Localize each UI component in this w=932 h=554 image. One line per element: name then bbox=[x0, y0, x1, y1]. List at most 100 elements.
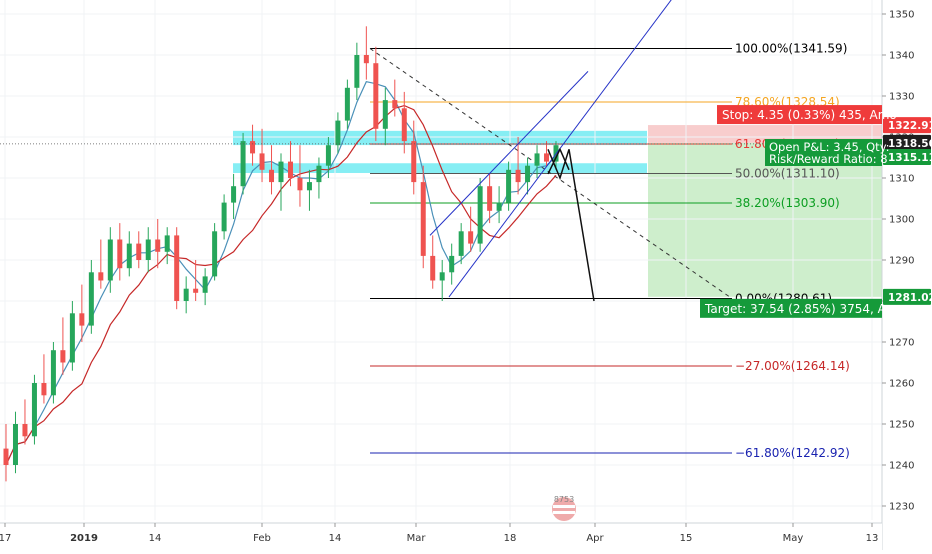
candle-body bbox=[240, 141, 246, 187]
candle-body bbox=[534, 153, 540, 166]
fib-label: −61.80%(1242.92) bbox=[735, 446, 850, 460]
price-badge-label: 1318.56 bbox=[888, 138, 932, 150]
watermark-stripe bbox=[553, 511, 575, 514]
stop-zone bbox=[648, 125, 882, 143]
candle-body bbox=[306, 182, 312, 191]
candle-body bbox=[50, 350, 56, 396]
price-tick-label: 1230 bbox=[889, 502, 914, 513]
candle-body bbox=[468, 231, 474, 244]
candle-body bbox=[392, 100, 398, 109]
candle-body bbox=[325, 145, 331, 166]
resistance-zone-upper bbox=[233, 130, 647, 146]
time-tick-label: 14 bbox=[149, 533, 162, 544]
time-tick-label: Feb bbox=[253, 533, 271, 544]
projection-zigzag[interactable] bbox=[547, 147, 570, 175]
target-label-box bbox=[700, 298, 882, 318]
candle-body bbox=[221, 202, 227, 232]
time-axis-bg bbox=[0, 523, 882, 550]
candle-body bbox=[525, 165, 531, 183]
candle-body bbox=[287, 161, 293, 178]
candle-body bbox=[496, 202, 502, 211]
watermark-flag-icon bbox=[552, 497, 576, 521]
price-tick-label: 1290 bbox=[889, 256, 914, 267]
time-tick-label: 14 bbox=[329, 533, 342, 544]
candle-body bbox=[117, 239, 123, 269]
price-tick-label: 1330 bbox=[889, 92, 914, 103]
stop-label-box bbox=[717, 105, 882, 125]
candle-body bbox=[411, 141, 417, 183]
time-tick-label: 18 bbox=[504, 533, 517, 544]
candle-body bbox=[231, 186, 237, 203]
candle-body bbox=[269, 169, 275, 183]
time-tick-label: 13 bbox=[866, 533, 879, 544]
candle-body bbox=[31, 383, 37, 437]
candle-body bbox=[354, 55, 360, 88]
candle-body bbox=[420, 182, 426, 256]
pnl-box bbox=[765, 139, 882, 166]
candle-body bbox=[278, 161, 284, 183]
candle-body bbox=[259, 153, 265, 170]
pnl-label: Open P&L: 3.45, Qty: bbox=[769, 140, 890, 154]
candle-body bbox=[297, 178, 303, 191]
position-labels: Stop: 4.35 (0.33%) 435, Amo Open P&L: 3.4… bbox=[552, 105, 898, 521]
candle-body bbox=[430, 255, 436, 281]
candle-body bbox=[41, 383, 47, 396]
candle-body bbox=[12, 424, 18, 465]
fib-trend-line[interactable] bbox=[369, 48, 733, 299]
fib-label: 38.20%(1303.90) bbox=[735, 196, 840, 210]
candle-body bbox=[515, 169, 521, 183]
candle-body bbox=[98, 272, 104, 281]
stop-label: Stop: 4.35 (0.33%) 435, Amo bbox=[722, 108, 897, 122]
grid bbox=[0, 0, 882, 520]
candle-body bbox=[506, 169, 512, 203]
fib-label: 50.00%(1311.10) bbox=[735, 166, 840, 180]
candle-body bbox=[155, 239, 161, 252]
drawings[interactable] bbox=[0, 0, 882, 302]
price-tick-label: 1240 bbox=[889, 461, 914, 472]
candle-body bbox=[439, 272, 445, 281]
candle-body bbox=[69, 313, 75, 363]
time-tick-label: Apr bbox=[586, 533, 604, 544]
price-tick-label: 1340 bbox=[889, 51, 914, 62]
candle-body bbox=[335, 120, 341, 146]
candle-body bbox=[107, 239, 113, 281]
price-badge bbox=[883, 117, 931, 134]
watermark-stripe bbox=[553, 505, 575, 508]
candles bbox=[3, 26, 559, 482]
time-tick-label: 15 bbox=[680, 533, 693, 544]
watermark-logo: 8753 bbox=[552, 495, 576, 521]
price-badge-label: 1281.02 bbox=[888, 292, 932, 304]
price-badge-label: 1315.11 bbox=[888, 152, 932, 164]
target-label: Target: 37.54 (2.85%) 3754, Am bbox=[704, 302, 898, 316]
time-tick-label: May bbox=[783, 533, 804, 544]
target-zone bbox=[648, 142, 882, 297]
candle-body bbox=[363, 55, 369, 64]
channel-upper-line[interactable] bbox=[429, 71, 589, 236]
price-badge bbox=[883, 134, 931, 151]
price-tick-label: 1270 bbox=[889, 338, 914, 349]
candle-body bbox=[145, 239, 151, 260]
watermark-text: 8753 bbox=[554, 495, 574, 504]
projection-path[interactable] bbox=[547, 149, 595, 302]
price-badge bbox=[883, 149, 931, 166]
price-badge-label: 1322.91 bbox=[888, 120, 932, 132]
price-badge bbox=[883, 288, 931, 305]
candle-body bbox=[316, 165, 322, 183]
candle-body bbox=[3, 448, 9, 465]
channel-lower-line[interactable] bbox=[448, 0, 676, 298]
candle-body bbox=[164, 235, 170, 252]
candle-body bbox=[183, 288, 189, 301]
candle-body bbox=[544, 153, 550, 162]
candle-body bbox=[458, 231, 464, 256]
candle-body bbox=[193, 288, 199, 293]
price-tick-label: 1260 bbox=[889, 379, 914, 390]
candle-body bbox=[477, 186, 483, 244]
fib-label: 100.00%(1341.59) bbox=[735, 41, 847, 55]
price-tick-label: 1250 bbox=[889, 420, 914, 431]
candle-body bbox=[136, 243, 142, 260]
candle-body bbox=[487, 186, 493, 211]
candle-body bbox=[212, 231, 218, 277]
